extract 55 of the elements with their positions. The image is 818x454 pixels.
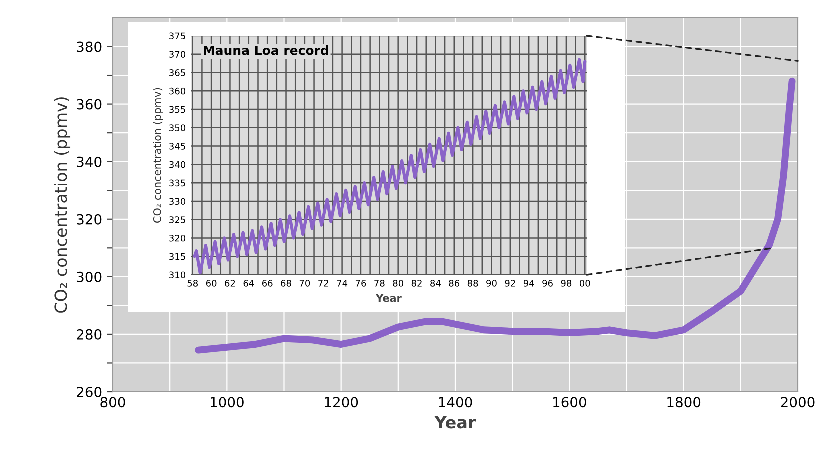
x-tick-label: 88 (468, 280, 478, 287)
y-tick-label: 280 (77, 329, 102, 340)
y-tick-label: 330 (170, 198, 186, 206)
y-tick-label: 370 (170, 51, 186, 58)
x-tick-label: 1200 (325, 397, 358, 408)
x-tick-label: 1800 (668, 397, 701, 408)
x-tick-label: 96 (542, 280, 553, 287)
x-tick-label: 00 (580, 280, 590, 287)
y-tick-label: 380 (77, 42, 102, 52)
x-tick-label: 1000 (211, 397, 244, 408)
x-tick-label: 94 (524, 280, 534, 287)
x-tick-label: 72 (318, 280, 328, 287)
x-tick-label: 78 (374, 280, 385, 287)
y-tick-label: 320 (77, 214, 102, 225)
y-axis-title: CO₂ concentration (ppmv) (54, 98, 71, 313)
x-tick-label: 92 (505, 280, 516, 287)
x-tick-label: 90 (486, 280, 497, 287)
y-tick-label: 310 (170, 272, 186, 279)
x-tick-label: 68 (281, 280, 292, 287)
x-tick-label: 1400 (439, 397, 472, 408)
x-tick-label: 60 (206, 280, 217, 287)
x-tick-label: 800 (100, 397, 126, 408)
x-tick-label: 62 (225, 280, 236, 287)
x-tick-label: 80 (393, 280, 404, 287)
text: Mauna Loa record (204, 46, 328, 56)
y-tick-label: 335 (170, 180, 186, 187)
y-tick-label: 360 (170, 88, 186, 95)
x-tick-label: 2000 (781, 397, 815, 408)
x-tick-label: 66 (262, 280, 273, 287)
x-tick-label: 74 (337, 280, 348, 287)
x-tick-label: 64 (244, 280, 254, 287)
y-tick-label: 375 (170, 32, 186, 40)
y-tick-label: 320 (170, 234, 186, 242)
x-tick-label: 1600 (554, 397, 586, 408)
x-tick-label: 98 (561, 280, 572, 287)
y-tick-label: 340 (77, 156, 102, 168)
y-axis-title: CO₂ concentration (ppmv) (153, 88, 164, 223)
x-tick-label: 86 (449, 280, 460, 287)
x-tick-label: 82 (412, 280, 422, 287)
y-tick-label: 315 (170, 253, 186, 260)
x-tick-label: 58 (188, 280, 198, 287)
y-tick-label: 345 (170, 143, 186, 150)
x-tick-label: 70 (300, 280, 310, 287)
y-tick-label: 350 (170, 124, 186, 132)
x-tick-label: 76 (356, 280, 366, 287)
y-tick-label: 355 (170, 106, 186, 114)
y-tick-label: 340 (170, 161, 186, 168)
y-tick-label: 260 (77, 386, 102, 398)
y-tick-label: 325 (170, 216, 186, 224)
y-tick-label: 360 (77, 99, 102, 110)
x-axis-title: Year (376, 294, 402, 302)
x-axis-title: Year (434, 416, 476, 429)
y-tick-label: 300 (77, 272, 102, 282)
y-tick-label: 365 (170, 70, 186, 76)
x-tick-label: 84 (430, 280, 441, 287)
